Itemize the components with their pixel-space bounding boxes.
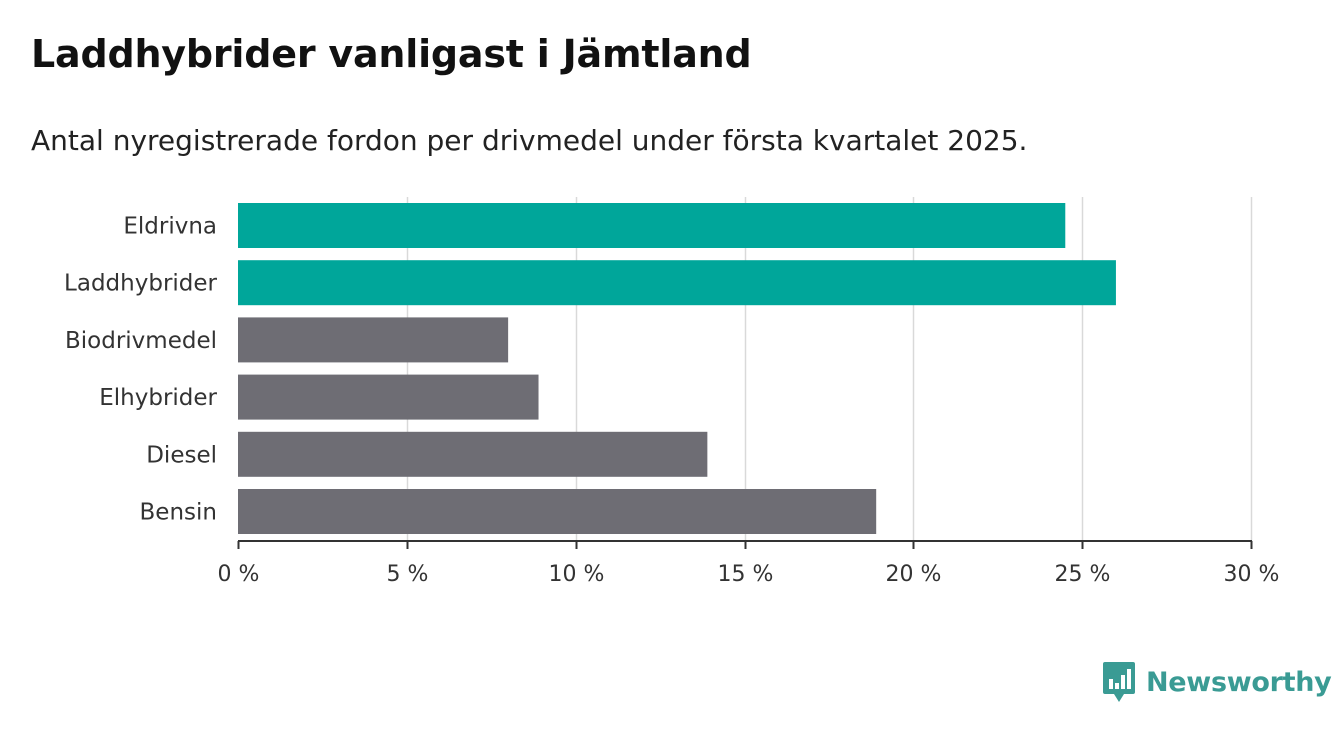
chart-subtitle: Antal nyregistrerade fordon per drivmede… [31, 124, 1028, 157]
bar [238, 431, 708, 477]
x-tick-label: 15 % [718, 562, 774, 587]
chart-title: Laddhybrider vanligast i Jämtland [31, 32, 752, 76]
category-label: Biodrivmedel [65, 328, 217, 354]
category-label: Bensin [140, 500, 217, 526]
category-labels: Eldrivna Laddhybrider Biodrivmedel Elhybrid… [64, 214, 217, 526]
x-tick-label: 10 % [549, 562, 605, 587]
x-tick-label: 0 % [218, 562, 260, 587]
category-label: Diesel [146, 442, 217, 468]
bar [238, 489, 877, 534]
brand-name: Newsworthy [1146, 666, 1332, 698]
bar [238, 317, 509, 363]
x-tick-label: 20 % [886, 562, 942, 587]
category-label: Laddhybrider [64, 271, 217, 297]
bar [238, 203, 1066, 248]
x-tick-label: 5 % [387, 562, 429, 587]
newsworthy-logo-icon [1103, 662, 1135, 702]
gridlines [406, 197, 1253, 541]
category-label: Eldrivna [123, 214, 217, 240]
x-tick-label: 30 % [1224, 562, 1280, 587]
bar [238, 260, 1116, 306]
x-tick-label: 25 % [1055, 562, 1111, 587]
bar [238, 374, 539, 420]
brand-logo: Newsworthy [1102, 660, 1332, 704]
category-label: Elhybrider [99, 385, 217, 411]
bars [238, 203, 1116, 534]
x-axis: 0 % 5 % 10 % 15 % 20 % 25 % 30 % [218, 540, 1280, 587]
